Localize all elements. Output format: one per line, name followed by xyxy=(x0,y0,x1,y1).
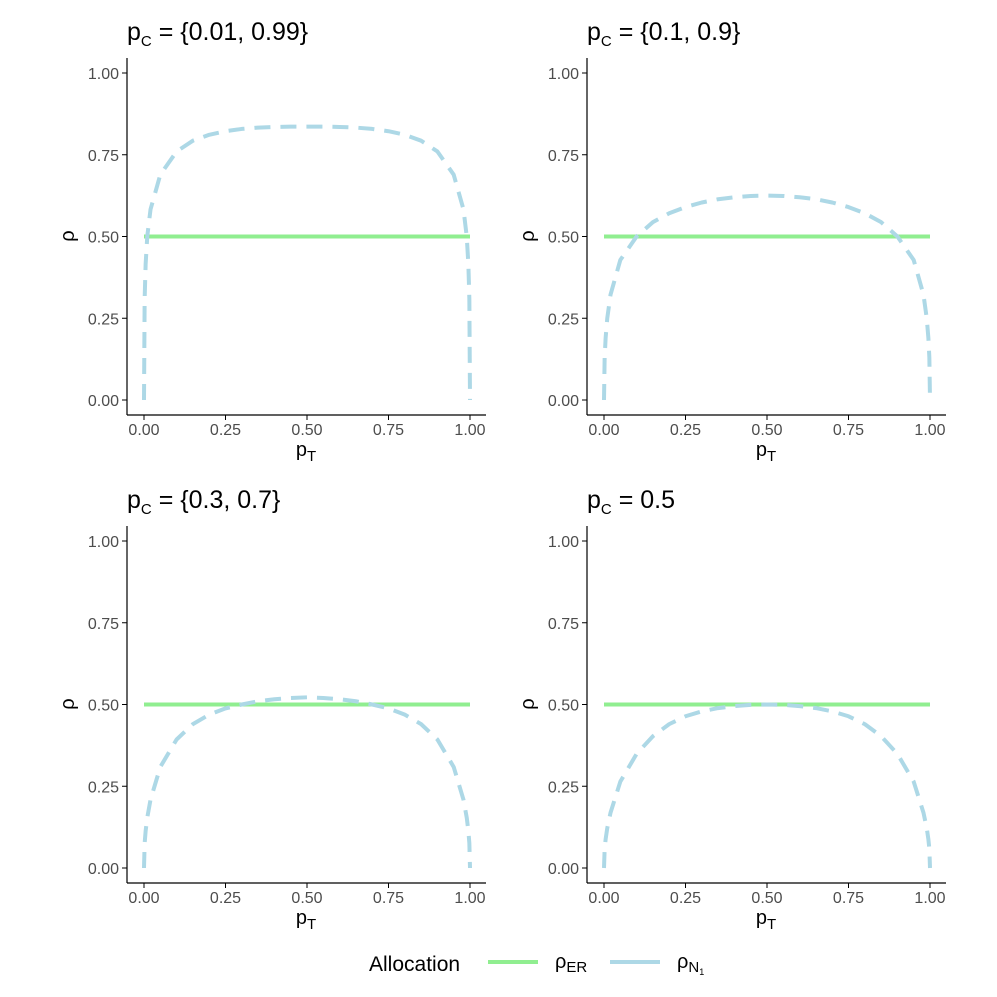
y-tick-label: 0.25 xyxy=(88,311,119,328)
series-line-n1 xyxy=(142,695,472,869)
y-tick-label: 0.00 xyxy=(548,393,579,410)
legend-label-subsub: 1 xyxy=(699,967,704,977)
panel-title-rest: = {0.01, 0.99} xyxy=(152,18,308,46)
x-tick-label: 0.50 xyxy=(751,422,782,439)
x-tick-label: 1.00 xyxy=(914,890,945,907)
legend-label-main: ρ xyxy=(555,951,566,973)
x-tick-label: 1.00 xyxy=(914,422,945,439)
y-tick-label: 0.75 xyxy=(88,616,119,633)
x-axis-title-main: p xyxy=(756,439,767,461)
x-axis-title-sub: T xyxy=(767,448,776,465)
panel-4: pC = 0.50.000.250.500.751.000.00 0.25 0.50… xyxy=(517,486,946,933)
legend-title: Allocation xyxy=(369,953,460,976)
panel-title-main: p xyxy=(127,18,141,46)
panel-2: pC = {0.1, 0.9}0.000.250.500.751.000.00 0… xyxy=(517,18,946,465)
y-tick-label: 0.50 xyxy=(548,230,579,247)
y-tick-label: 0.00 xyxy=(88,861,119,878)
y-tick-label: 0.00 xyxy=(88,393,119,410)
x-tick-label: 0.75 xyxy=(373,890,404,907)
y-axis-title: ρ xyxy=(57,230,79,241)
x-axis-title-main: p xyxy=(756,907,767,929)
x-axis-title-sub: T xyxy=(767,916,776,933)
x-axis-title-main: p xyxy=(296,439,307,461)
x-tick-label: 0.25 xyxy=(210,890,241,907)
y-axis-title: ρ xyxy=(517,698,539,709)
panel-title-main: p xyxy=(587,486,601,514)
series-line-n1 xyxy=(602,702,932,869)
panel-1: pC = {0.01, 0.99}0.000.250.500.751.000.0… xyxy=(57,18,486,465)
x-tick-label: 0.50 xyxy=(291,422,322,439)
panel-title: pC = {0.01, 0.99} xyxy=(127,18,308,50)
x-axis-title: pT xyxy=(296,907,316,933)
y-tick-label: 0.75 xyxy=(548,616,579,633)
y-tick-label: 1.00 xyxy=(88,534,119,551)
x-tick-label: 1.00 xyxy=(454,422,485,439)
x-axis-title-sub: T xyxy=(307,448,316,465)
y-tick-label: 1.00 xyxy=(88,66,119,83)
panel-title: pC = {0.1, 0.9} xyxy=(587,18,740,50)
y-tick-label: 0.50 xyxy=(88,698,119,715)
panel-title: pC = {0.3, 0.7} xyxy=(127,486,280,518)
panel-title-main: p xyxy=(587,18,601,46)
panel-3: pC = {0.3, 0.7}0.000.250.500.751.000.00 0… xyxy=(57,486,486,933)
panel-title-main: p xyxy=(127,486,141,514)
y-axis-title: ρ xyxy=(517,230,539,241)
legend-label-main: ρ xyxy=(677,951,688,973)
x-tick-label: 0.00 xyxy=(588,422,619,439)
x-tick-label: 0.75 xyxy=(373,422,404,439)
y-tick-label: 0.75 xyxy=(548,148,579,165)
legend-label-er: ρER xyxy=(555,951,587,976)
y-tick-label: 0.25 xyxy=(548,779,579,796)
legend-label-sub: ER xyxy=(566,959,587,976)
x-tick-label: 0.50 xyxy=(751,890,782,907)
panel-title-rest: = 0.5 xyxy=(612,486,675,514)
series-line-n1 xyxy=(602,193,932,401)
panel-title-sub: C xyxy=(601,33,612,50)
x-tick-label: 0.00 xyxy=(128,890,159,907)
panel-title-rest: = {0.1, 0.9} xyxy=(612,18,741,46)
panel-title-sub: C xyxy=(141,501,152,518)
series-line-n1 xyxy=(142,124,472,401)
x-tick-label: 0.00 xyxy=(128,422,159,439)
x-tick-label: 0.75 xyxy=(833,422,864,439)
x-tick-label: 0.25 xyxy=(670,422,701,439)
y-tick-label: 0.00 xyxy=(548,861,579,878)
panel-title-sub: C xyxy=(141,33,152,50)
x-axis-title: pT xyxy=(756,907,776,933)
y-tick-label: 1.00 xyxy=(548,534,579,551)
x-tick-label: 0.25 xyxy=(210,422,241,439)
panel-title-rest: = {0.3, 0.7} xyxy=(152,486,281,514)
panel-title-sub: C xyxy=(601,501,612,518)
legend-label-sub: N xyxy=(688,959,699,976)
y-tick-label: 1.00 xyxy=(548,66,579,83)
x-tick-label: 0.25 xyxy=(670,890,701,907)
legend: Allocation ρER ρN1 xyxy=(369,951,704,977)
y-axis-title: ρ xyxy=(57,698,79,709)
y-tick-label: 0.50 xyxy=(548,698,579,715)
x-axis-title-sub: T xyxy=(307,916,316,933)
x-tick-label: 1.00 xyxy=(454,890,485,907)
panel-title: pC = 0.5 xyxy=(587,486,675,518)
y-tick-label: 0.25 xyxy=(88,779,119,796)
x-axis-title-main: p xyxy=(296,907,307,929)
x-axis-title: pT xyxy=(296,439,316,465)
x-axis-title: pT xyxy=(756,439,776,465)
legend-label-n1: ρN1 xyxy=(677,951,704,977)
x-tick-label: 0.00 xyxy=(588,890,619,907)
x-tick-label: 0.75 xyxy=(833,890,864,907)
y-tick-label: 0.25 xyxy=(548,311,579,328)
y-tick-label: 0.50 xyxy=(88,230,119,247)
y-tick-label: 0.75 xyxy=(88,148,119,165)
x-tick-label: 0.50 xyxy=(291,890,322,907)
